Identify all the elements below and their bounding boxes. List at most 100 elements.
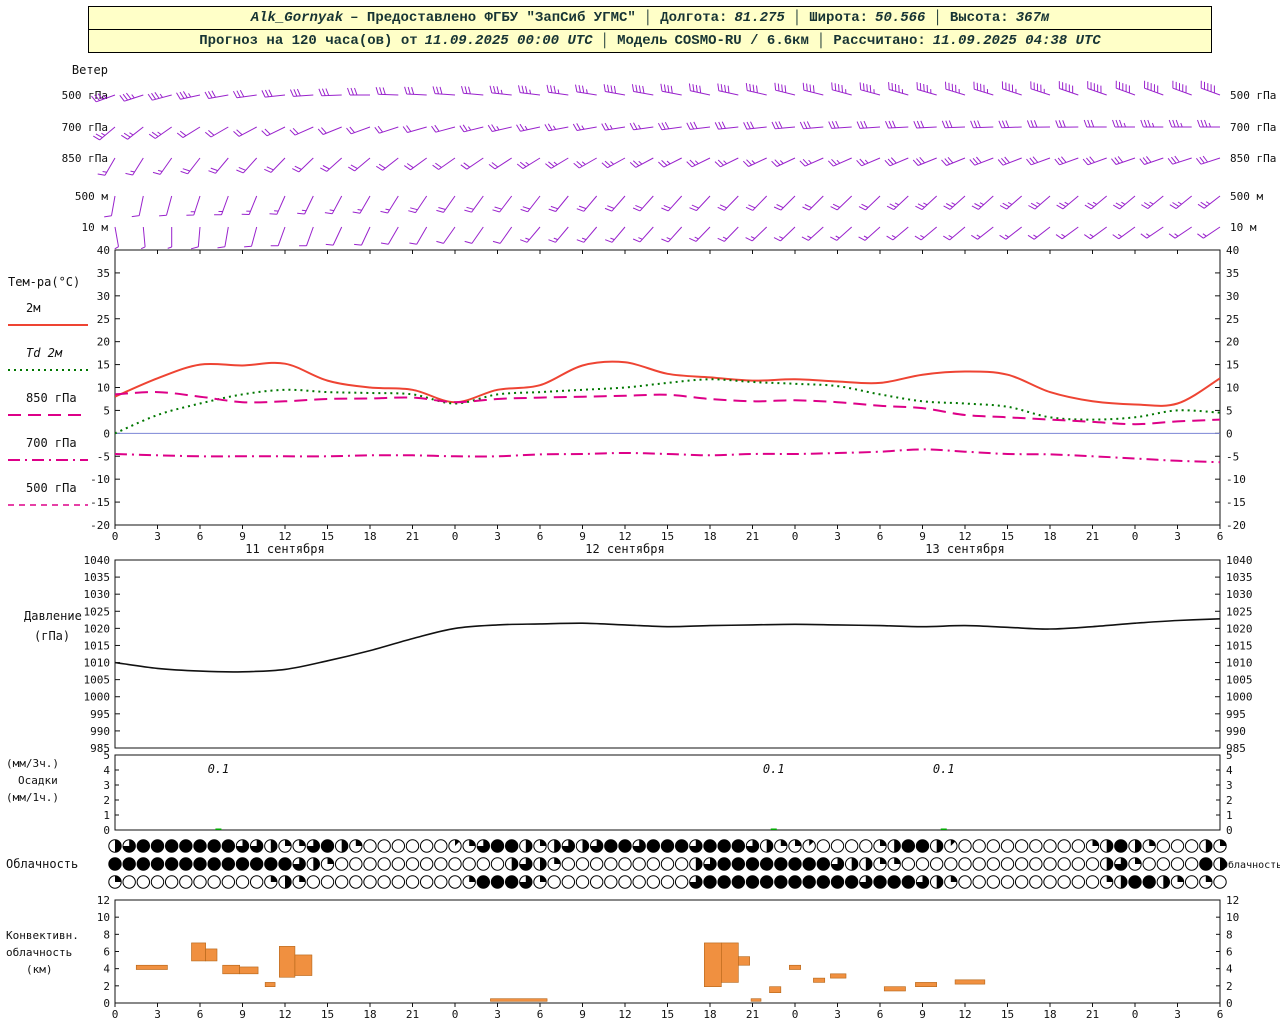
separator: │ (643, 10, 653, 26)
svg-text:1010: 1010 (84, 657, 111, 670)
svg-text:3: 3 (1174, 1008, 1181, 1021)
svg-text:0.1: 0.1 (933, 762, 955, 776)
svg-text:35: 35 (1226, 267, 1239, 280)
svg-text:3: 3 (834, 1008, 841, 1021)
convective-bar (915, 982, 937, 987)
convective-bar (205, 948, 218, 962)
svg-text:18: 18 (363, 1008, 376, 1021)
svg-text:10: 10 (97, 382, 110, 395)
svg-text:0.1: 0.1 (208, 762, 230, 776)
svg-text:1010: 1010 (1226, 657, 1253, 670)
svg-text:Давление: Давление (24, 609, 82, 623)
svg-text:9: 9 (239, 1008, 246, 1021)
run-time: 11.09.2025 00:00 UTC (424, 33, 593, 49)
separator: │ (600, 33, 610, 49)
convective-bar (704, 942, 722, 987)
svg-text:0: 0 (1226, 824, 1233, 837)
svg-text:1040: 1040 (1226, 554, 1253, 567)
svg-text:30: 30 (97, 290, 110, 303)
svg-text:Тем-ра(°C): Тем-ра(°C) (8, 275, 80, 289)
svg-text:2м: 2м (26, 301, 40, 315)
separator: │ (816, 33, 826, 49)
svg-text:Td 2м: Td 2м (26, 346, 63, 360)
svg-text:500 м: 500 м (75, 190, 108, 203)
convective-bar (769, 986, 782, 993)
svg-text:20: 20 (97, 336, 110, 349)
svg-text:15: 15 (321, 530, 334, 543)
svg-text:985: 985 (90, 742, 110, 755)
longitude-label: Долгота: (660, 10, 728, 26)
svg-text:1030: 1030 (1226, 588, 1253, 601)
svg-text:6: 6 (537, 1008, 544, 1021)
svg-text:10 м: 10 м (82, 221, 109, 234)
pressure-curve (114, 618, 1221, 673)
svg-text:0: 0 (792, 530, 799, 543)
svg-text:0: 0 (1226, 427, 1233, 440)
svg-text:1005: 1005 (84, 674, 111, 687)
altitude-value: 367м (1015, 10, 1050, 26)
svg-text:0: 0 (452, 1008, 459, 1021)
svg-text:1035: 1035 (84, 571, 111, 584)
svg-text:11 сентября: 11 сентября (245, 542, 324, 556)
svg-text:12: 12 (97, 894, 110, 907)
svg-text:5: 5 (103, 749, 110, 762)
svg-text:3: 3 (494, 1008, 501, 1021)
svg-text:15: 15 (661, 530, 674, 543)
svg-text:6: 6 (877, 530, 884, 543)
svg-text:1040: 1040 (84, 554, 111, 567)
convective-bar (789, 964, 801, 970)
svg-text:850 гПа: 850 гПа (1230, 152, 1276, 165)
svg-text:-5: -5 (97, 450, 110, 463)
svg-text:5: 5 (1226, 749, 1233, 762)
svg-text:2: 2 (103, 794, 110, 807)
convective-bar (750, 998, 762, 1002)
svg-text:4: 4 (1226, 764, 1233, 777)
model-label: Модель (617, 33, 668, 49)
svg-text:10: 10 (1226, 911, 1239, 924)
svg-text:4: 4 (103, 764, 110, 777)
svg-text:Облачность: Облачность (1222, 859, 1280, 871)
svg-text:(км): (км) (26, 963, 53, 976)
svg-text:-20: -20 (1226, 519, 1246, 532)
svg-text:Конвективн.: Конвективн. (6, 929, 79, 942)
svg-text:2: 2 (1226, 794, 1233, 807)
svg-text:3: 3 (154, 1008, 161, 1021)
svg-text:-20: -20 (90, 519, 110, 532)
svg-text:(гПа): (гПа) (34, 629, 70, 643)
svg-text:9: 9 (919, 530, 926, 543)
convective-bar (830, 973, 847, 979)
svg-text:35: 35 (97, 267, 110, 280)
svg-text:12: 12 (618, 1008, 631, 1021)
temperature-panel: -20 -20 -15 -15 -10 -10 -5 -5 0 0 5 5 10 10 15 15 20 20 25… (90, 244, 1246, 556)
svg-text:0: 0 (1226, 997, 1233, 1010)
header-bar: Alk_Gornyak – Предоставлено ФГБУ "ЗапСиб… (88, 6, 1212, 53)
temp-series-0 (115, 360, 1220, 407)
svg-text:15: 15 (1001, 530, 1014, 543)
convective-bar (721, 942, 739, 983)
svg-text:990: 990 (1226, 725, 1246, 738)
svg-text:12: 12 (278, 1008, 291, 1021)
header-line-run: Прогноз на 120 часа(ов) от 11.09.2025 00… (89, 30, 1211, 52)
svg-text:500 гПа: 500 гПа (1230, 89, 1276, 102)
svg-text:9: 9 (579, 530, 586, 543)
svg-text:21: 21 (1086, 1008, 1099, 1021)
svg-text:500 гПа: 500 гПа (26, 481, 77, 495)
svg-text:облачность: облачность (6, 946, 72, 959)
convective-bar (239, 966, 259, 975)
separator: │ (933, 10, 942, 26)
svg-text:20: 20 (1226, 336, 1239, 349)
svg-text:3: 3 (103, 779, 110, 792)
svg-text:12: 12 (278, 530, 291, 543)
svg-text:500 м: 500 м (1230, 190, 1263, 203)
svg-text:1025: 1025 (1226, 605, 1253, 618)
provider-text: – Предоставлено ФГБУ "ЗапСиб УГМС" (350, 10, 636, 26)
svg-text:12: 12 (958, 1008, 971, 1021)
convective-bar (813, 977, 826, 983)
svg-text:2: 2 (1226, 980, 1233, 993)
model-value: COSMO-RU / 6.6км (674, 33, 809, 49)
svg-text:Осадки: Осадки (18, 774, 58, 787)
forecast-prefix: Прогноз на 120 часа(ов) от (199, 33, 418, 49)
latitude-value: 50.566 (875, 10, 926, 26)
